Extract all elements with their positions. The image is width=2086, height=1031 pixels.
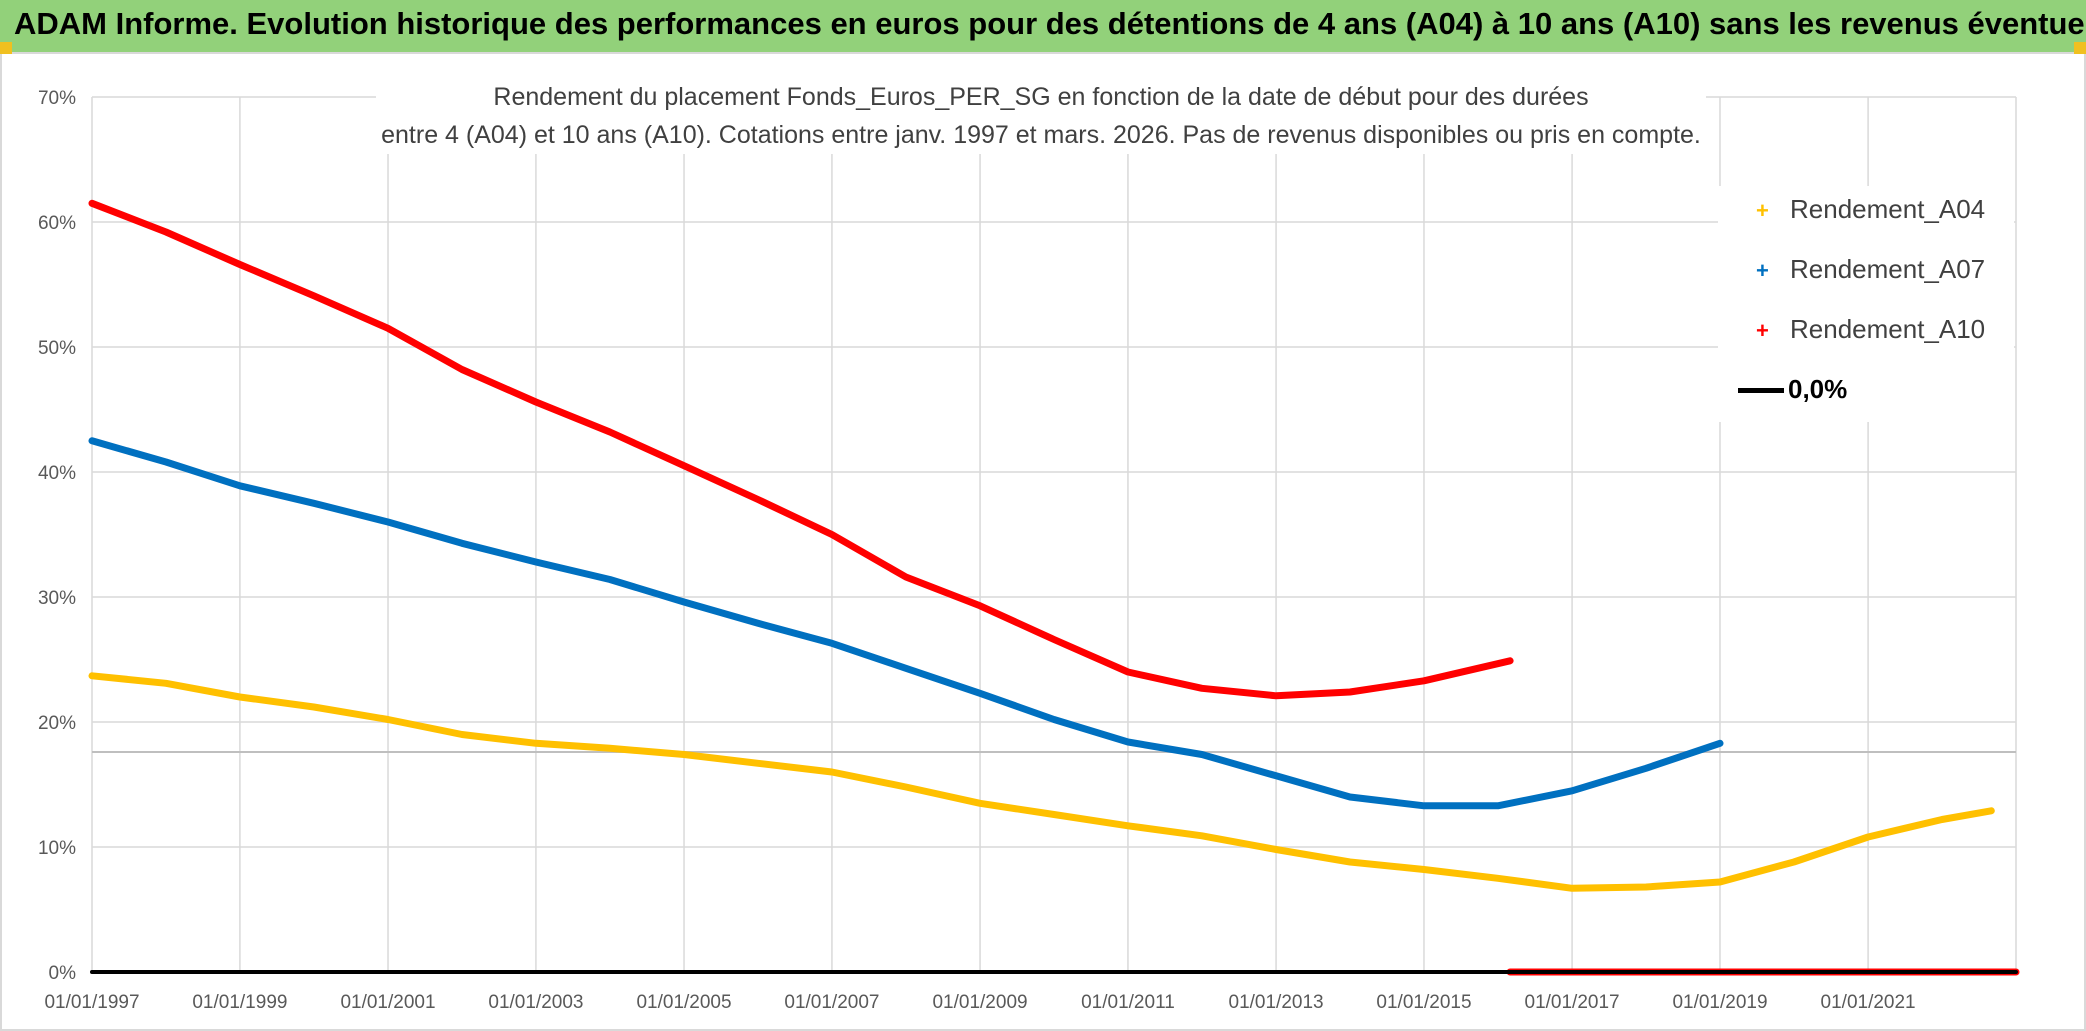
series-layer xyxy=(88,199,2020,976)
series-line-0 xyxy=(88,672,1995,892)
x-tick-label: 01/01/2011 xyxy=(1081,992,1175,1013)
chart-legend: + Rendement_A04 + Rendement_A07 + Rendem… xyxy=(1718,186,2014,422)
x-tick-label: 01/01/2001 xyxy=(340,992,435,1013)
header-bar: ADAM Informe. Evolution historique des p… xyxy=(0,0,2086,54)
legend-item-a04: + Rendement_A04 xyxy=(1718,190,2014,230)
y-tick-label: 40% xyxy=(38,463,76,484)
corner-decoration-left xyxy=(0,42,12,54)
series-line-1 xyxy=(88,437,1724,810)
x-tick-label: 01/01/2019 xyxy=(1672,992,1767,1013)
x-tick-label: 01/01/2017 xyxy=(1525,992,1620,1013)
legend-marker-a04: + xyxy=(1756,198,1769,223)
y-tick-label: 70% xyxy=(38,88,76,109)
legend-marker-a07: + xyxy=(1756,258,1769,283)
x-tick-label: 01/01/1999 xyxy=(192,992,287,1013)
x-tick-label: 01/01/2009 xyxy=(932,992,1027,1013)
legend-label-a10: Rendement_A10 xyxy=(1790,314,1986,344)
y-tick-label: 0% xyxy=(49,963,77,984)
legend-item-a07: + Rendement_A07 xyxy=(1718,250,2014,290)
corner-decoration-right xyxy=(2074,42,2086,54)
x-tick-label: 01/01/2003 xyxy=(488,992,583,1013)
axis-labels: 0% 10% 20% 30% 40% 50% 60% 70% 01/01/1997 01/01/1… xyxy=(38,88,1916,1013)
page-title: ADAM Informe. Evolution historique des p… xyxy=(14,6,2086,41)
chart-subtitle-line-1: Rendement du placement Fonds_Euros_PER_S… xyxy=(493,83,1589,111)
x-tick-label: 01/01/2005 xyxy=(636,992,731,1013)
chart-frame xyxy=(0,54,2086,1031)
y-tick-label: 10% xyxy=(38,838,76,859)
x-tick-label: 01/01/1997 xyxy=(44,992,139,1013)
y-tick-label: 60% xyxy=(38,213,76,234)
legend-item-zero: 0,0% xyxy=(1718,370,2014,410)
legend-label-zero: 0,0% xyxy=(1788,374,1848,404)
legend-marker-a10: + xyxy=(1756,318,1769,343)
y-tick-label: 20% xyxy=(38,713,76,734)
legend-line-zero xyxy=(1738,388,1784,393)
legend-label-a07: Rendement_A07 xyxy=(1790,254,1986,284)
x-tick-label: 01/01/2013 xyxy=(1229,992,1324,1013)
x-tick-label: 01/01/2015 xyxy=(1376,992,1471,1013)
legend-item-a10: + Rendement_A10 xyxy=(1718,310,2014,350)
y-tick-label: 50% xyxy=(38,338,76,359)
legend-label-a04: Rendement_A04 xyxy=(1790,194,1986,224)
y-tick-label: 30% xyxy=(38,588,76,609)
chart-subtitle-line-2: entre 4 (A04) et 10 ans (A10). Cotations… xyxy=(381,121,1701,149)
chart-subtitle: Rendement du placement Fonds_Euros_PER_S… xyxy=(376,78,1706,154)
x-tick-label: 01/01/2007 xyxy=(784,992,879,1013)
series-line-2 xyxy=(88,199,1514,700)
x-tick-label: 01/01/2021 xyxy=(1821,992,1916,1013)
